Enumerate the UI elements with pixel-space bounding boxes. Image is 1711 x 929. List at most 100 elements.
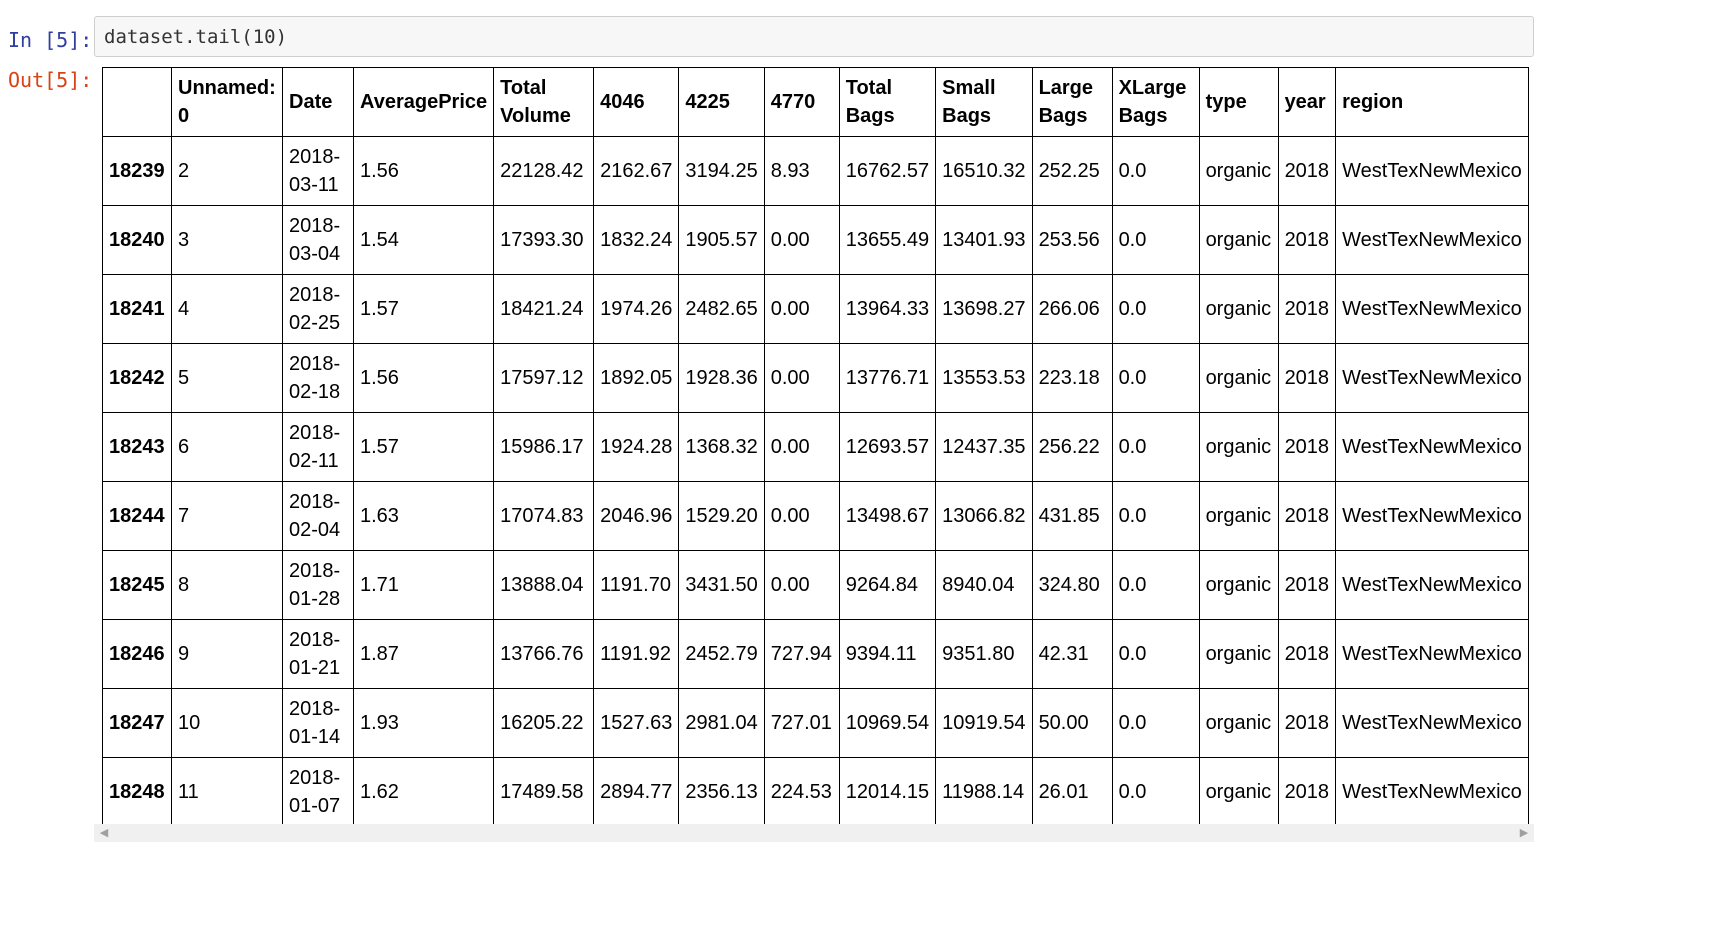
column-header-line: Total bbox=[845, 77, 893, 99]
column-header-line: 4770 bbox=[770, 91, 816, 113]
cell-large-bags: 252.25 bbox=[1031, 136, 1113, 206]
scroll-right-arrow-icon[interactable]: ▶ bbox=[1519, 827, 1529, 839]
table-row: 18248 11 2018- 01-07 1.62 17489.58 2894.77 2356… bbox=[102, 757, 1530, 827]
cell-xlarge-bags: 0.0 bbox=[1111, 757, 1200, 827]
in-prompt: In [5]: bbox=[8, 28, 93, 52]
cell-year: 2018 bbox=[1277, 205, 1337, 275]
table-row: 18246 9 2018- 01-21 1.87 13766.76 1191.92 2452.… bbox=[102, 619, 1530, 689]
date-line: 2018- bbox=[289, 353, 341, 375]
cell-year: 2018 bbox=[1277, 274, 1337, 344]
date-line: 01-21 bbox=[289, 657, 341, 679]
cell-total-bags: 13964.33 bbox=[838, 274, 937, 344]
cell-region: WestTexNewMexico bbox=[1335, 481, 1530, 551]
cell-total-volume: 17074.83 bbox=[493, 481, 595, 551]
table-row: 18240 3 2018- 03-04 1.54 17393.30 1832.24 1905.… bbox=[102, 205, 1530, 275]
cell-small-bags: 12437.35 bbox=[935, 412, 1033, 482]
cell-small-bags: 8940.04 bbox=[935, 550, 1033, 620]
cell-region: WestTexNewMexico bbox=[1335, 412, 1530, 482]
code-text[interactable]: dataset.tail(10) bbox=[104, 26, 288, 48]
cell-avg: 1.63 bbox=[352, 481, 495, 551]
column-header: 4046 bbox=[593, 67, 680, 137]
column-header: region bbox=[1335, 67, 1530, 137]
cell-year: 2018 bbox=[1277, 688, 1337, 758]
cell-region: WestTexNewMexico bbox=[1335, 757, 1530, 827]
cell-total-bags: 13655.49 bbox=[838, 205, 937, 275]
cell-region: WestTexNewMexico bbox=[1335, 550, 1530, 620]
table-row: 18242 5 2018- 02-18 1.56 17597.12 1892.05 1928.… bbox=[102, 343, 1530, 413]
cell-large-bags: 223.18 bbox=[1031, 343, 1113, 413]
cell-avg: 1.57 bbox=[352, 274, 495, 344]
row-index: 18240 bbox=[102, 205, 172, 275]
scroll-left-arrow-icon[interactable]: ◀ bbox=[99, 827, 109, 839]
cell-total-bags: 13776.71 bbox=[838, 343, 937, 413]
table-row: 18239 2 2018- 03-11 1.56 22128.42 2162.67 3194.… bbox=[102, 136, 1530, 206]
cell-small-bags: 13553.53 bbox=[935, 343, 1033, 413]
cell-type: organic bbox=[1198, 412, 1279, 482]
cell-c4225: 1905.57 bbox=[678, 205, 765, 275]
column-header: XLarge Bags bbox=[1111, 67, 1200, 137]
date-line: 2018- bbox=[289, 284, 341, 306]
cell-c4225: 2482.65 bbox=[678, 274, 765, 344]
date-line: 02-04 bbox=[289, 519, 341, 541]
column-header: AveragePrice bbox=[352, 67, 495, 137]
date-line: 2018- bbox=[289, 698, 341, 720]
cell-total-bags: 12693.57 bbox=[838, 412, 937, 482]
cell-total-volume: 13766.76 bbox=[493, 619, 595, 689]
cell-region: WestTexNewMexico bbox=[1335, 343, 1530, 413]
cell-avg: 1.87 bbox=[352, 619, 495, 689]
cell-region: WestTexNewMexico bbox=[1335, 688, 1530, 758]
column-header-line: region bbox=[1342, 91, 1404, 113]
cell-large-bags: 42.31 bbox=[1031, 619, 1113, 689]
date-line: 2018- bbox=[289, 491, 341, 513]
cell-c4225: 1368.32 bbox=[678, 412, 765, 482]
table-row: 18243 6 2018- 02-11 1.57 15986.17 1924.28 1368.… bbox=[102, 412, 1530, 482]
date-line: 2018- bbox=[289, 215, 341, 237]
output-area: Unnamed: 0 Date AveragePrice Total Volume 4046… bbox=[94, 60, 1534, 842]
cell-small-bags: 10919.54 bbox=[935, 688, 1033, 758]
cell-c4046: 1527.63 bbox=[593, 688, 680, 758]
cell-xlarge-bags: 0.0 bbox=[1111, 688, 1200, 758]
cell-date: 2018- 03-04 bbox=[282, 205, 354, 275]
cell-unnamed: 5 bbox=[171, 343, 283, 413]
header-row: Unnamed: 0 Date AveragePrice Total Volume 4046… bbox=[102, 67, 1530, 137]
cell-unnamed: 4 bbox=[171, 274, 283, 344]
date-line: 01-07 bbox=[289, 795, 341, 817]
row-index: 18243 bbox=[102, 412, 172, 482]
date-line: 2018- bbox=[289, 560, 341, 582]
cell-small-bags: 13698.27 bbox=[935, 274, 1033, 344]
cell-c4770: 727.01 bbox=[763, 688, 840, 758]
column-header-line: XLarge bbox=[1118, 77, 1187, 99]
date-line: 02-11 bbox=[289, 450, 339, 472]
date-line: 02-18 bbox=[289, 381, 341, 403]
row-index: 18241 bbox=[102, 274, 172, 344]
code-input-cell[interactable]: dataset.tail(10) bbox=[94, 16, 1534, 57]
table-row: 18247 10 2018- 01-14 1.93 16205.22 1527.63 2981… bbox=[102, 688, 1530, 758]
cell-xlarge-bags: 0.0 bbox=[1111, 343, 1200, 413]
column-header-line: AveragePrice bbox=[360, 91, 488, 113]
column-header-line: Small bbox=[942, 77, 996, 99]
cell-total-volume: 17393.30 bbox=[493, 205, 595, 275]
column-header-line: Bags bbox=[845, 105, 895, 127]
column-header-line: 4046 bbox=[600, 91, 645, 113]
cell-type: organic bbox=[1198, 481, 1279, 551]
column-header: Large Bags bbox=[1031, 67, 1113, 137]
cell-total-volume: 13888.04 bbox=[493, 550, 595, 620]
cell-unnamed: 9 bbox=[171, 619, 283, 689]
column-header: 4770 bbox=[763, 67, 840, 137]
column-header-line: Total bbox=[500, 77, 547, 99]
cell-date: 2018- 01-14 bbox=[282, 688, 354, 758]
column-header-line: year bbox=[1284, 91, 1326, 113]
cell-unnamed: 2 bbox=[171, 136, 283, 206]
row-index: 18242 bbox=[102, 343, 172, 413]
cell-date: 2018- 03-11 bbox=[282, 136, 354, 206]
cell-year: 2018 bbox=[1277, 343, 1337, 413]
date-line: 2018- bbox=[289, 146, 341, 168]
cell-total-bags: 9394.11 bbox=[838, 619, 937, 689]
cell-unnamed: 6 bbox=[171, 412, 283, 482]
horizontal-scrollbar[interactable]: ◀ ▶ bbox=[94, 824, 1534, 842]
row-index: 18245 bbox=[102, 550, 172, 620]
cell-small-bags: 13401.93 bbox=[935, 205, 1033, 275]
date-line: 2018- bbox=[289, 629, 341, 651]
date-line: 01-14 bbox=[289, 726, 341, 748]
cell-c4225: 2452.79 bbox=[678, 619, 765, 689]
